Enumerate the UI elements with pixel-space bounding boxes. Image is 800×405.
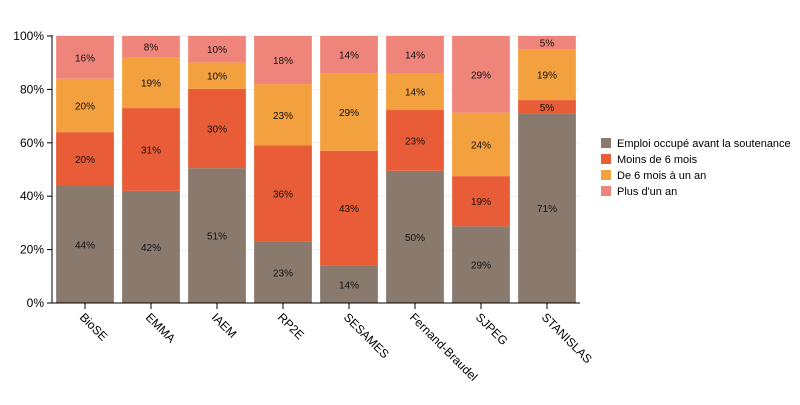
data-label: 10% bbox=[207, 45, 227, 56]
data-label: 31% bbox=[141, 145, 161, 156]
data-label: 43% bbox=[339, 204, 359, 215]
bar-segment bbox=[386, 73, 444, 111]
data-label: 14% bbox=[339, 280, 359, 291]
bar-segment bbox=[56, 185, 114, 303]
bar-segment bbox=[254, 241, 312, 303]
data-label: 44% bbox=[75, 240, 95, 251]
bar-segment bbox=[320, 265, 378, 303]
legend-label: Emploi occupé avant la soutenance bbox=[617, 138, 791, 150]
legend-swatch bbox=[601, 154, 611, 164]
legend-label: De 6 mois à un an bbox=[617, 170, 706, 182]
bar-segment bbox=[452, 112, 510, 177]
data-label: 51% bbox=[207, 232, 227, 243]
data-label: 29% bbox=[471, 70, 491, 81]
bar-segment bbox=[254, 36, 312, 85]
data-label: 23% bbox=[273, 268, 293, 279]
bar-segment bbox=[188, 168, 246, 303]
y-tick-label: 40% bbox=[20, 189, 44, 203]
data-label: 29% bbox=[339, 108, 359, 119]
data-label: 20% bbox=[75, 101, 95, 112]
bar-segment bbox=[518, 49, 576, 101]
bar-segment bbox=[56, 36, 114, 79]
data-label: 71% bbox=[537, 204, 557, 215]
y-tick-label: 100% bbox=[13, 29, 44, 43]
data-label: 20% bbox=[75, 155, 95, 166]
x-tick-label: Fernand-Braudel bbox=[407, 310, 481, 384]
data-label: 19% bbox=[537, 71, 557, 82]
bar-segment bbox=[320, 36, 378, 74]
bar-segment bbox=[122, 36, 180, 58]
data-label: 23% bbox=[273, 111, 293, 122]
bar-segment bbox=[386, 36, 444, 74]
data-label: 8% bbox=[144, 43, 159, 54]
bar-segment bbox=[188, 36, 246, 63]
bar-segment bbox=[518, 36, 576, 50]
bar-segment bbox=[254, 84, 312, 146]
data-label: 14% bbox=[405, 51, 425, 62]
x-tick-label: RP2E bbox=[275, 310, 307, 342]
data-label: 42% bbox=[141, 243, 161, 254]
data-label: 10% bbox=[207, 72, 227, 83]
data-label: 14% bbox=[405, 88, 425, 99]
legend-swatch bbox=[601, 170, 611, 180]
bar-segment bbox=[56, 78, 114, 133]
y-tick-label: 0% bbox=[27, 296, 45, 310]
x-tick-label: IAEM bbox=[209, 310, 240, 341]
bar-segment bbox=[518, 100, 576, 114]
data-label: 23% bbox=[405, 136, 425, 147]
x-tick-label: SJPEG bbox=[473, 310, 511, 348]
bar-segment bbox=[188, 88, 246, 169]
data-label: 14% bbox=[339, 51, 359, 62]
data-label: 5% bbox=[540, 39, 555, 50]
data-label: 19% bbox=[471, 197, 491, 208]
y-tick-label: 20% bbox=[20, 243, 44, 257]
data-label: 16% bbox=[75, 53, 95, 64]
bar-segment bbox=[122, 57, 180, 109]
bar-segment bbox=[254, 145, 312, 242]
data-label: 18% bbox=[273, 56, 293, 67]
bar-segment bbox=[452, 176, 510, 227]
data-label: 5% bbox=[540, 103, 555, 114]
data-label: 29% bbox=[471, 261, 491, 272]
y-tick-label: 80% bbox=[20, 82, 44, 96]
data-label: 19% bbox=[141, 79, 161, 90]
data-label: 36% bbox=[273, 190, 293, 201]
bar-segment bbox=[518, 113, 576, 304]
bar-segment bbox=[452, 226, 510, 303]
legend-swatch bbox=[601, 186, 611, 196]
y-tick-label: 60% bbox=[20, 136, 44, 150]
bar-segment bbox=[320, 73, 378, 151]
bar-segment bbox=[386, 110, 444, 171]
legend-label: Plus d'un an bbox=[617, 186, 677, 198]
bar-segment bbox=[188, 62, 246, 89]
bar-segment bbox=[320, 150, 378, 266]
data-label: 24% bbox=[471, 140, 491, 151]
data-label: 30% bbox=[207, 125, 227, 136]
data-label: 50% bbox=[405, 233, 425, 244]
bar-segment bbox=[122, 108, 180, 191]
bar-segment bbox=[386, 170, 444, 303]
bar-segment bbox=[452, 36, 510, 113]
bar-segment bbox=[56, 132, 114, 186]
x-tick-label: SESAMES bbox=[341, 310, 392, 361]
x-tick-label: STANISLAS bbox=[539, 310, 595, 366]
x-tick-label: EMMA bbox=[143, 310, 178, 345]
x-tick-label: BioSE bbox=[77, 310, 110, 343]
legend-swatch bbox=[601, 138, 611, 148]
bar-segment bbox=[122, 190, 180, 303]
legend-label: Moins de 6 mois bbox=[617, 154, 698, 166]
